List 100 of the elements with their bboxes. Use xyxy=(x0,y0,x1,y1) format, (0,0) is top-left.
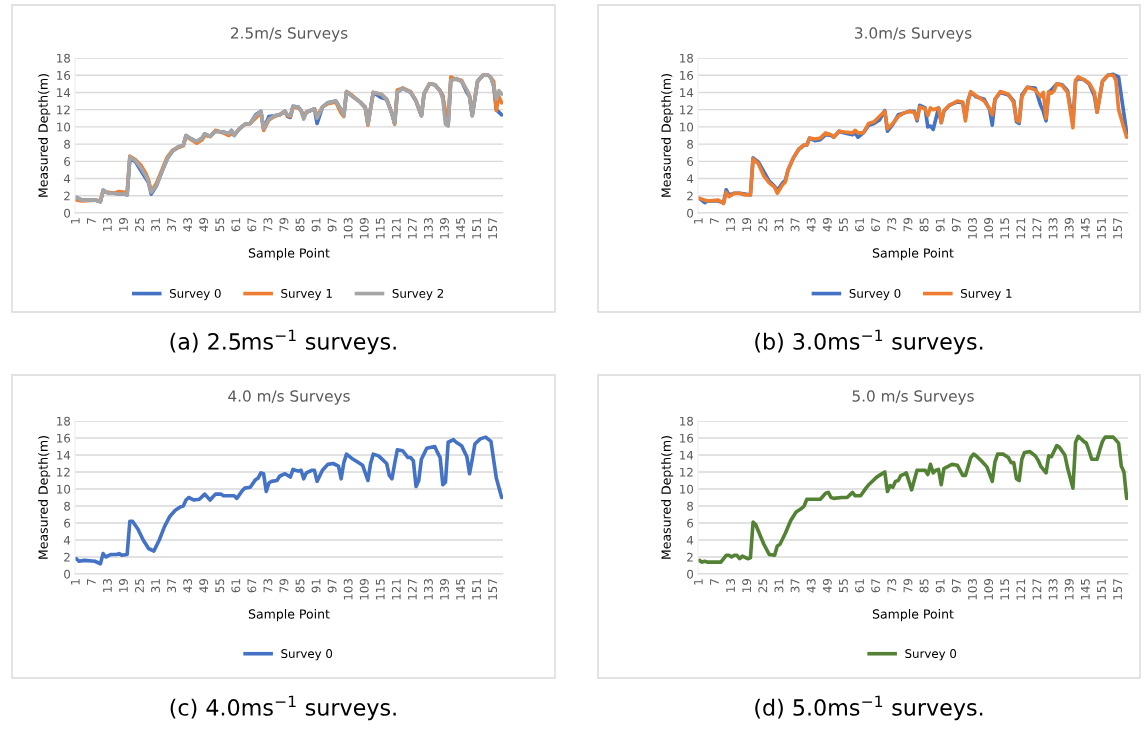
x-tick-label: 37 xyxy=(167,218,177,232)
x-tick-label: 109 xyxy=(984,579,994,600)
x-tick-label: 25 xyxy=(758,218,768,232)
y-tick-label: 14 xyxy=(680,88,694,97)
y-tick-label: 12 xyxy=(680,105,693,115)
x-tick-label: 133 xyxy=(423,218,433,239)
x-tick-label: 73 xyxy=(887,218,897,232)
x-tick-label: 109 xyxy=(984,218,994,239)
x-tick-label: 97 xyxy=(951,218,961,232)
x-axis-title: Sample Point xyxy=(872,248,954,261)
y-tick-label: 8 xyxy=(687,501,694,511)
x-tick-label: 13 xyxy=(726,218,736,231)
y-axis-title: Measured Depth(m) xyxy=(661,436,674,559)
x-tick-label: 127 xyxy=(407,579,417,600)
x-tick-label: 115 xyxy=(1000,579,1010,600)
x-tick-label: 133 xyxy=(1048,218,1058,239)
x-tick-label: 73 xyxy=(263,579,273,593)
y-tick-label: 8 xyxy=(687,139,694,149)
x-tick-label: 13 xyxy=(726,579,736,592)
x-tick-label: 7 xyxy=(87,218,96,224)
x-axis-title: Sample Point xyxy=(248,248,330,261)
y-tick-label: 2 xyxy=(687,552,693,562)
chart-title: 2.5m/s Surveys xyxy=(231,27,348,42)
x-tick-label: 157 xyxy=(1113,579,1123,600)
x-tick-label: 121 xyxy=(391,579,401,600)
x-tick-label: 43 xyxy=(183,218,193,232)
x-tick-label: 19 xyxy=(742,218,752,231)
x-tick-label: 1 xyxy=(70,218,80,224)
y-tick-label: 14 xyxy=(57,88,71,97)
y-tick-label: 8 xyxy=(64,501,71,511)
y-tick-label: 4 xyxy=(686,535,694,545)
y-tick-label: 2 xyxy=(687,191,693,201)
x-tick-label: 43 xyxy=(806,579,816,593)
x-tick-label: 121 xyxy=(1016,579,1026,600)
chart-title: 5.0 m/s Surveys xyxy=(852,390,974,405)
x-tick-label: 145 xyxy=(1080,218,1090,239)
y-tick-label: 0 xyxy=(64,569,71,579)
x-tick-label: 157 xyxy=(488,579,498,600)
x-tick-label: 91 xyxy=(935,579,945,593)
legend-label: Survey 0 xyxy=(849,288,901,301)
y-tick-label: 4 xyxy=(63,174,71,184)
x-tick-label: 97 xyxy=(951,579,961,593)
x-tick-label: 1 xyxy=(70,579,80,585)
x-tick-label: 61 xyxy=(855,218,865,232)
x-tick-label: 109 xyxy=(359,579,369,600)
x-tick-label: 115 xyxy=(1000,218,1010,239)
x-tick-label: 139 xyxy=(1064,579,1074,600)
y-axis-title: Measured Depth(m) xyxy=(661,74,674,197)
y-tick-label: 14 xyxy=(680,450,694,460)
y-tick-label: 6 xyxy=(687,157,694,166)
x-tick-label: 7 xyxy=(87,579,96,585)
x-tick-label: 31 xyxy=(774,579,784,593)
x-tick-label: 31 xyxy=(151,579,161,593)
x-tick-label: 85 xyxy=(295,579,305,593)
y-tick-label: 4 xyxy=(63,535,71,545)
x-tick-label: 67 xyxy=(871,579,881,593)
x-tick-label: 103 xyxy=(343,218,353,239)
x-axis-title: Sample Point xyxy=(248,609,330,622)
legend-label: Survey 0 xyxy=(169,288,221,301)
x-tick-label: 55 xyxy=(215,218,225,232)
x-tick-label: 43 xyxy=(183,579,193,593)
x-tick-label: 157 xyxy=(488,218,498,239)
x-tick-label: 73 xyxy=(263,218,273,232)
y-axis-title: Measured Depth(m) xyxy=(38,436,51,559)
chart-title: 4.0 m/s Surveys xyxy=(228,390,350,405)
x-tick-label: 49 xyxy=(199,579,209,593)
x-tick-label: 85 xyxy=(919,218,929,232)
x-tick-label: 151 xyxy=(472,218,482,239)
y-tick-label: 14 xyxy=(57,450,71,460)
x-tick-label: 13 xyxy=(102,579,112,592)
y-tick-label: 4 xyxy=(686,174,694,184)
y-tick-label: 10 xyxy=(680,484,694,494)
x-tick-label: 25 xyxy=(135,579,144,593)
legend-label: Survey 2 xyxy=(392,288,444,301)
x-tick-label: 7 xyxy=(710,218,719,224)
x-tick-label: 19 xyxy=(118,218,128,231)
y-tick-label: 16 xyxy=(57,70,71,80)
text: (a) 2.5ms$^{−1}$ surveys. xyxy=(170,329,396,355)
y-tick-label: 0 xyxy=(64,208,71,218)
x-tick-label: 67 xyxy=(871,218,881,232)
x-tick-label: 151 xyxy=(472,579,482,600)
x-tick-label: 67 xyxy=(247,579,257,593)
x-tick-label: 61 xyxy=(855,579,865,593)
x-tick-label: 1 xyxy=(693,218,703,224)
x-tick-label: 139 xyxy=(1064,218,1074,239)
y-axis-title: Measured Depth(m) xyxy=(38,74,51,197)
x-tick-label: 157 xyxy=(1113,218,1123,239)
x-tick-label: 37 xyxy=(790,218,800,232)
x-tick-label: 109 xyxy=(359,218,369,239)
legend-label: Survey 1 xyxy=(961,288,1012,301)
line-series xyxy=(75,435,503,566)
x-tick-label: 121 xyxy=(391,218,401,239)
x-tick-label: 151 xyxy=(1097,579,1106,600)
x-tick-label: 139 xyxy=(439,218,449,239)
x-tick-label: 7 xyxy=(710,579,719,585)
y-tick-label: 6 xyxy=(64,157,71,166)
y-tick-label: 12 xyxy=(680,467,693,477)
x-tick-label: 103 xyxy=(967,218,977,239)
x-tick-label: 91 xyxy=(311,579,321,593)
x-tick-label: 97 xyxy=(327,579,337,593)
